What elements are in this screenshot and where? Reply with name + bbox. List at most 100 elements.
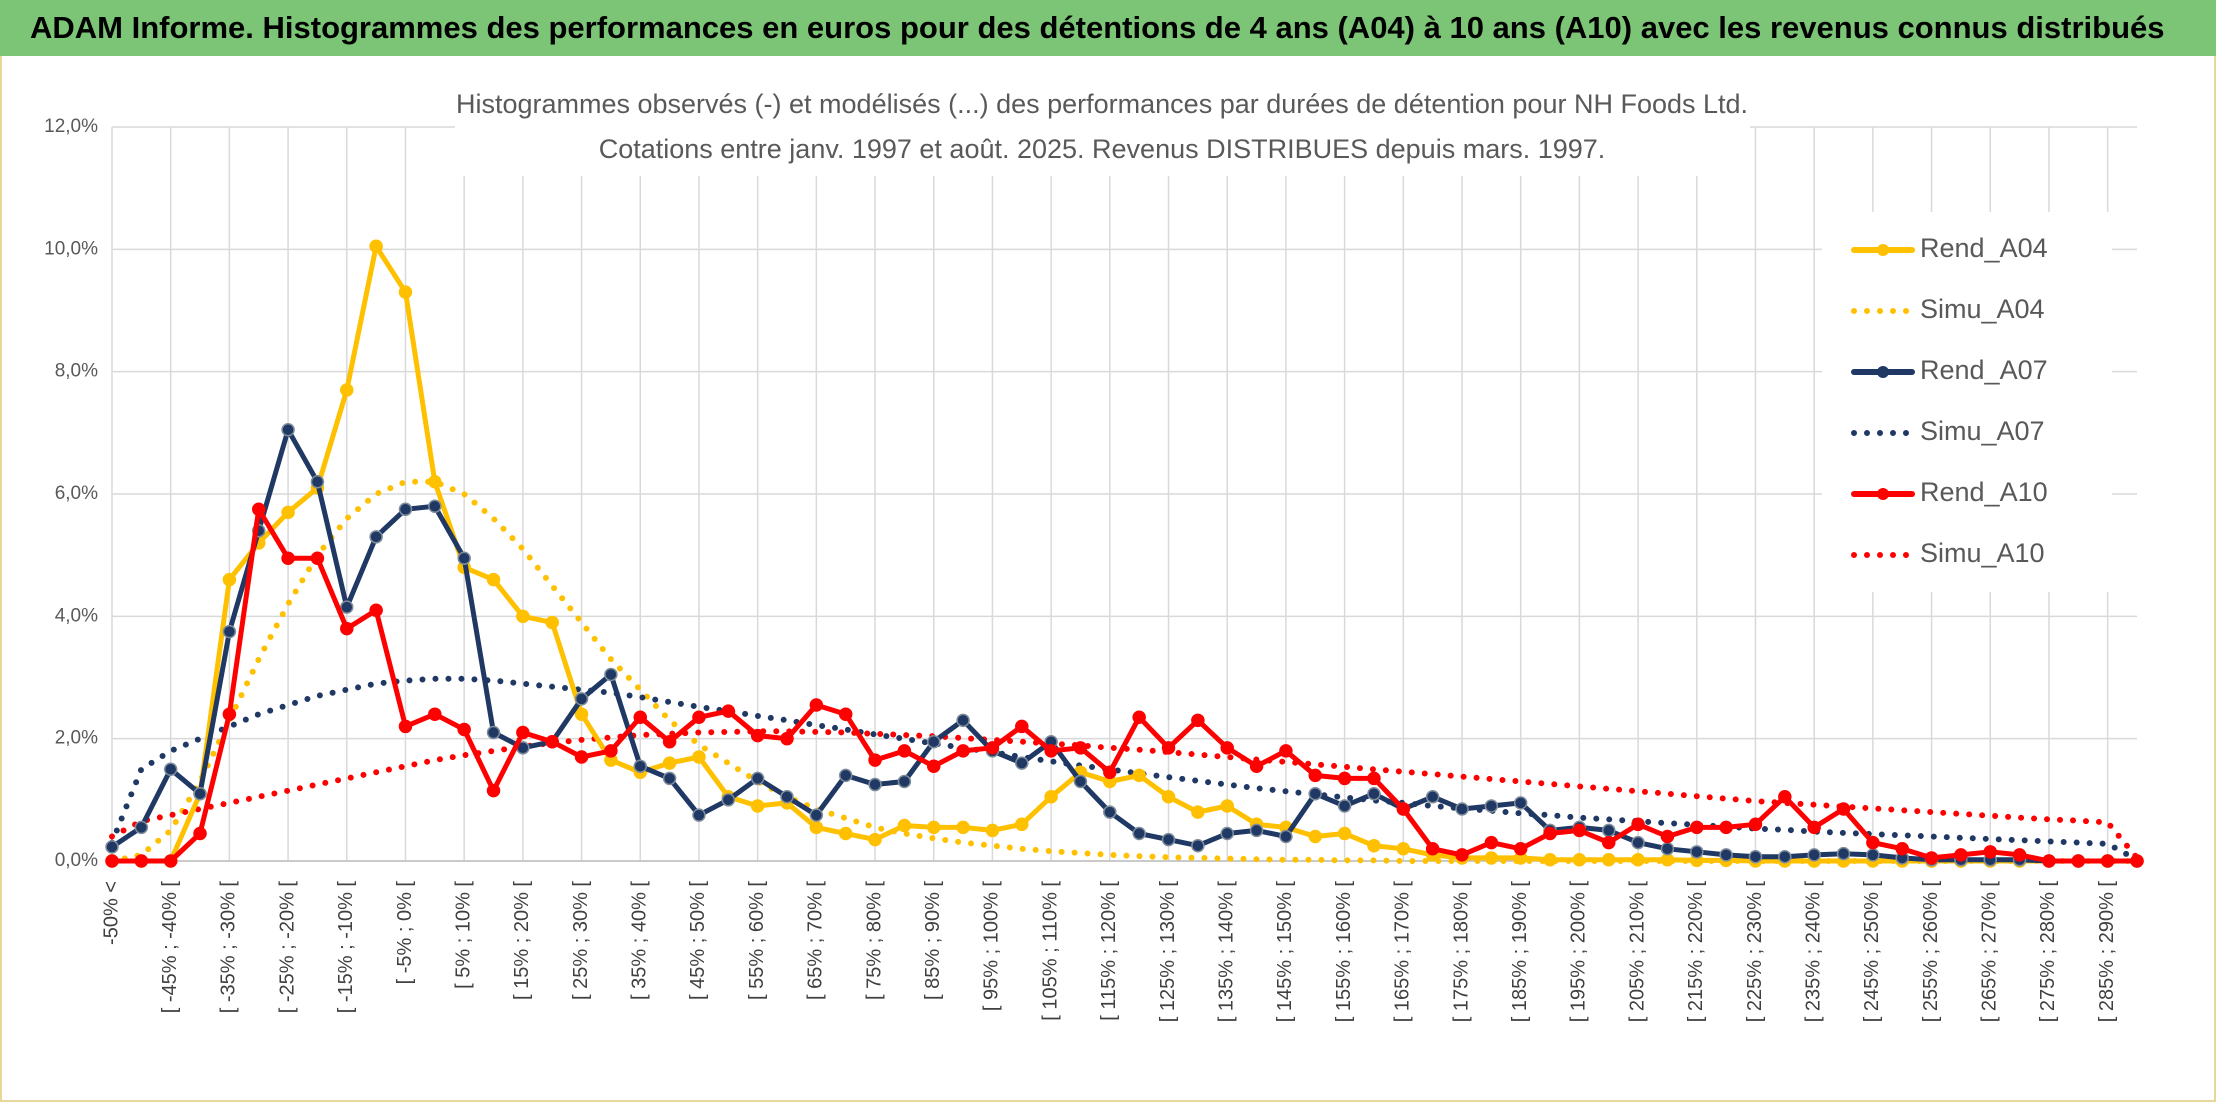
- data-point: [868, 753, 882, 767]
- data-point: [1191, 805, 1205, 819]
- data-point: [604, 667, 618, 682]
- data-point: [398, 502, 413, 517]
- y-tick-label: 0,0%: [55, 850, 98, 871]
- data-point: [1337, 799, 1352, 813]
- data-point: [428, 707, 442, 721]
- plot-area: Rend_A04 Simu_A04 Rend_A07 Simu_A07 Rend_A10…: [105, 212, 2144, 868]
- data-point: [1103, 765, 1117, 780]
- data-point: [1132, 710, 1146, 725]
- data-point: [163, 854, 178, 868]
- data-point: [193, 826, 207, 841]
- data-point: [1249, 823, 1264, 838]
- data-point: [1220, 826, 1234, 841]
- chart-subtitle: Cotations entre janv. 1997 et août. 2025…: [599, 134, 1606, 164]
- data-point: [486, 572, 501, 587]
- data-point: [1983, 845, 1998, 859]
- data-point: [222, 707, 237, 721]
- legend-label: Simu_A07: [1920, 416, 2045, 446]
- data-point: [809, 820, 824, 835]
- x-tick-label: [ -25% ; -20% [: [276, 881, 298, 1014]
- x-tick-label: [ 35% ; 40% [: [629, 881, 651, 1000]
- x-tick-label: [ 115% ; 120% [: [1098, 881, 1120, 1021]
- data-point: [1484, 851, 1499, 865]
- x-tick-label: [ 165% ; 170% [: [1392, 881, 1414, 1023]
- x-tick-label: [ -35% ; -30% [: [218, 881, 240, 1014]
- legend-label: Simu_A04: [1920, 294, 2045, 324]
- data-point: [1807, 848, 1821, 862]
- x-tick-label: [ 175% ; 180% [: [1450, 881, 1472, 1023]
- data-point: [1631, 853, 1645, 867]
- data-point: [251, 502, 266, 517]
- data-point: [633, 759, 648, 773]
- series-line: [109, 675, 2140, 863]
- data-point: [1396, 842, 1411, 856]
- data-point: [838, 707, 853, 721]
- data-point: [105, 854, 119, 868]
- data-point: [1103, 805, 1117, 819]
- data-point: [1132, 768, 1146, 783]
- data-point: [838, 826, 853, 841]
- data-point: [1601, 823, 1616, 838]
- data-point: [1308, 786, 1323, 801]
- data-point: [1367, 771, 1381, 786]
- data-point: [1836, 846, 1851, 861]
- title-background: [455, 84, 1750, 176]
- data-point: [1866, 848, 1880, 862]
- data-point: [369, 239, 383, 254]
- data-point: [633, 710, 648, 725]
- data-point: [1279, 744, 1293, 758]
- data-point: [428, 499, 442, 513]
- data-point: [134, 820, 149, 835]
- data-point: [750, 728, 765, 743]
- data-point: [1601, 853, 1616, 867]
- data-point: [340, 383, 354, 397]
- data-point: [1191, 713, 1205, 728]
- x-tick-label: [ 235% ; 240% [: [1802, 881, 1824, 1023]
- data-point: [1161, 741, 1176, 755]
- data-point: [310, 475, 325, 489]
- data-point: [1044, 744, 1058, 758]
- x-tick-label: [ -45% ; -40% [: [159, 881, 181, 1014]
- data-point: [1543, 853, 1557, 867]
- data-point: [574, 692, 589, 706]
- data-point: [1191, 838, 1205, 853]
- data-point: [956, 744, 970, 758]
- data-point: [1748, 817, 1763, 832]
- x-tick-label: [ 75% ; 80% [: [863, 881, 885, 1000]
- y-tick-label: 4,0%: [55, 605, 98, 626]
- data-point: [2130, 854, 2144, 868]
- x-tick-label: [ 265% ; 270% [: [1979, 881, 2001, 1023]
- data-point: [1895, 842, 1909, 856]
- data-point: [1513, 796, 1528, 810]
- data-point: [809, 698, 824, 712]
- x-tick-label: [ 255% ; 260% [: [1920, 881, 1942, 1023]
- data-point: [1601, 835, 1616, 850]
- data-point: [897, 744, 912, 758]
- data-point: [1866, 835, 1880, 850]
- data-point: [1220, 799, 1234, 813]
- data-point: [1660, 842, 1675, 856]
- series-line: [109, 506, 2140, 864]
- data-point: [1690, 820, 1704, 835]
- x-tick-label: [ 65% ; 70% [: [805, 881, 827, 1000]
- x-tick-label: [ 125% ; 130% [: [1157, 881, 1179, 1023]
- x-tick-label: [ 85% ; 90% [: [922, 881, 944, 1000]
- data-point: [1660, 829, 1675, 844]
- data-point: [516, 609, 530, 624]
- data-point: [1954, 848, 1968, 862]
- data-point: [1073, 774, 1088, 789]
- data-point: [398, 285, 413, 299]
- series-line: [109, 427, 2140, 864]
- x-tick-label: [ 275% ; 280% [: [2037, 881, 2059, 1023]
- data-point: [2042, 854, 2056, 868]
- data-point: [1631, 817, 1645, 832]
- x-tick-label: [ -5% ; 0% [: [394, 881, 416, 985]
- data-point: [1044, 790, 1058, 804]
- x-tick-label: [ 95% ; 100% [: [981, 881, 1003, 1012]
- data-point: [1631, 835, 1645, 850]
- x-tick-label: [ 145% ; 150% [: [1274, 881, 1296, 1023]
- data-point: [398, 719, 413, 734]
- series-line: [109, 243, 2140, 864]
- data-point: [310, 551, 325, 565]
